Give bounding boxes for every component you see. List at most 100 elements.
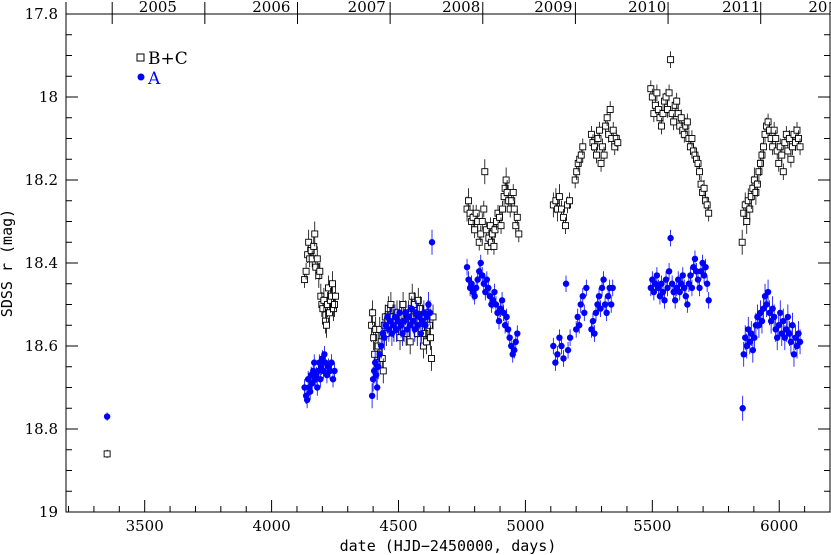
- data-point-bc: [513, 213, 521, 221]
- data-point-bc: [427, 334, 434, 342]
- data-point-a: [503, 313, 510, 321]
- data-point-bc: [743, 218, 751, 225]
- data-point-a: [583, 284, 590, 292]
- data-point-a: [103, 413, 111, 420]
- data-point-a: [700, 272, 708, 279]
- data-point-a: [601, 301, 609, 308]
- data-point-bc: [703, 201, 711, 209]
- data-point-a: [595, 293, 603, 300]
- data-point-bc: [753, 180, 761, 188]
- data-point-a: [373, 384, 381, 391]
- data-point-a: [422, 322, 429, 329]
- data-point-a: [688, 284, 696, 292]
- data-point-bc: [310, 242, 318, 250]
- data-point-bc: [793, 126, 801, 134]
- data-point-bc: [796, 143, 804, 151]
- data-point-a: [691, 255, 699, 263]
- data-point-bc: [305, 238, 313, 246]
- data-point-bc: [490, 242, 498, 250]
- data-point-a: [696, 284, 703, 292]
- data-point-a: [314, 384, 321, 391]
- x-tick-label: 4000: [253, 517, 291, 535]
- data-point-a: [556, 334, 563, 341]
- data-point-bc: [408, 292, 416, 300]
- data-point-a: [504, 326, 512, 333]
- data-point-bc: [562, 222, 569, 230]
- data-point-bc: [368, 321, 376, 329]
- data-point-bc: [331, 301, 338, 308]
- data-point-a: [796, 338, 804, 346]
- data-point-bc: [326, 309, 333, 317]
- data-point-bc: [577, 151, 585, 159]
- data-point-a: [491, 288, 498, 296]
- data-point-bc: [603, 114, 611, 122]
- legend-label-a: A: [147, 69, 161, 89]
- data-point-bc: [677, 114, 685, 122]
- data-point-bc: [761, 130, 769, 138]
- data-point-a: [554, 351, 561, 358]
- year-label: 2006: [252, 0, 290, 16]
- y-tick-label: 18.8: [25, 420, 58, 438]
- data-point-a: [749, 346, 757, 354]
- y-tick-label: 18.4: [25, 254, 58, 272]
- data-point-a: [763, 301, 770, 308]
- data-point-bc: [486, 222, 494, 230]
- data-point-bc: [552, 197, 560, 205]
- year-label: 2012: [808, 0, 831, 16]
- data-series: [103, 51, 804, 459]
- data-point-bc: [422, 338, 430, 346]
- y-tick-label: 18.2: [25, 171, 58, 189]
- data-point-a: [682, 293, 690, 300]
- data-point-bc: [510, 205, 518, 213]
- data-point-a: [671, 297, 679, 304]
- data-point-a: [705, 297, 712, 304]
- data-point-bc: [667, 56, 675, 64]
- data-point-bc: [696, 168, 703, 176]
- data-point-bc: [472, 209, 480, 217]
- data-point-bc: [664, 105, 672, 113]
- data-point-bc: [680, 130, 688, 138]
- data-point-a: [764, 288, 772, 296]
- data-point-bc: [591, 143, 598, 151]
- data-point-bc: [694, 159, 702, 167]
- data-point-a: [664, 284, 671, 292]
- data-point-bc: [593, 151, 600, 159]
- data-point-a: [372, 371, 380, 379]
- data-point-bc: [509, 188, 517, 196]
- data-point-bc: [653, 89, 661, 97]
- series-bc: [103, 51, 804, 459]
- data-point-a: [511, 346, 518, 354]
- data-point-a: [661, 297, 668, 304]
- data-point-a: [368, 392, 376, 399]
- data-point-bc: [478, 218, 486, 225]
- data-point-bc: [406, 338, 414, 346]
- data-point-bc: [758, 151, 766, 159]
- data-point-bc: [688, 135, 696, 142]
- data-point-a: [662, 276, 670, 283]
- data-point-a: [780, 317, 787, 325]
- top-axis-years: 2005 2006 2007 2008 2009 2010 2011 2012: [65, 0, 831, 24]
- data-point-a: [303, 396, 311, 404]
- data-point-bc: [579, 143, 587, 151]
- x-tick-label: 5500: [633, 517, 671, 535]
- data-point-bc: [770, 126, 778, 134]
- x-axis-label: date (HJD−2450000, days): [340, 537, 557, 555]
- data-point-a: [472, 284, 480, 292]
- data-point-bc: [779, 168, 787, 176]
- data-point-bc: [755, 168, 763, 176]
- data-point-a: [558, 342, 565, 350]
- y-tick-label: 19: [39, 503, 58, 521]
- data-point-bc: [778, 151, 786, 159]
- data-point-bc: [319, 305, 327, 313]
- data-point-a: [694, 276, 702, 283]
- data-point-bc: [668, 110, 676, 118]
- data-point-bc: [512, 222, 520, 230]
- data-point-a: [653, 272, 661, 279]
- data-point-a: [589, 317, 597, 325]
- data-point-bc: [475, 238, 483, 246]
- data-point-bc: [760, 143, 767, 151]
- data-point-bc: [772, 135, 780, 142]
- data-point-a: [376, 351, 383, 358]
- data-point-a: [331, 367, 338, 375]
